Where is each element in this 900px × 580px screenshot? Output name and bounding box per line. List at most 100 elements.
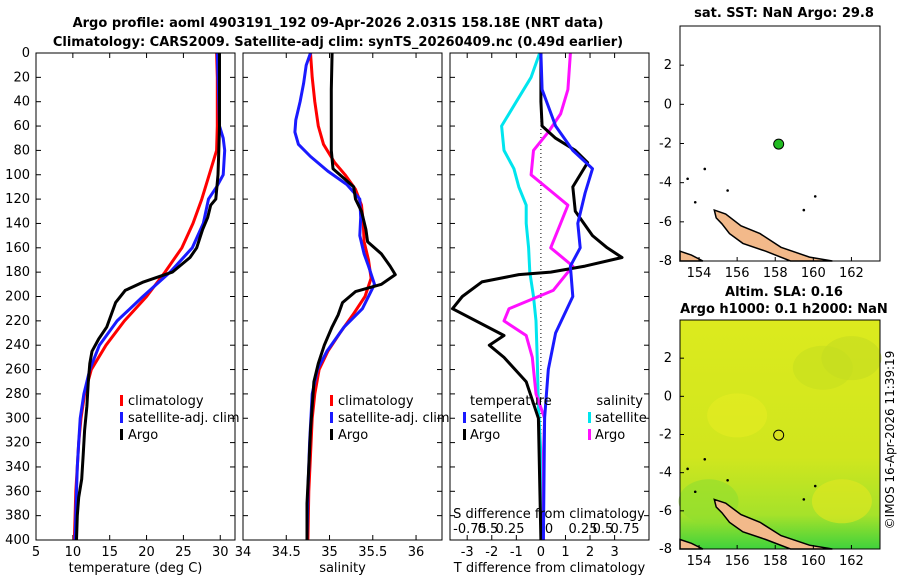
temperature-legend: climatology satellite-adj. clim Argo (120, 394, 240, 443)
x-tick-label: 35.5 (358, 545, 387, 560)
s-tick-label: -0.75 (453, 522, 487, 537)
map-x-tick-label: 162 (839, 266, 864, 281)
y-tick-label: 260 (5, 363, 30, 378)
x-tick-label: 34 (235, 545, 252, 560)
map-y-tick-label: -8 (659, 254, 672, 269)
x-tick-label: 10 (65, 545, 82, 560)
legend-swatch-t-argo (463, 429, 466, 440)
x-axis-label: salinity (319, 561, 366, 576)
s-tick-label: 0.25 (569, 522, 598, 537)
map-x-tick-label: 162 (839, 554, 864, 569)
legend-title-temperature: temperature (470, 394, 552, 409)
small-island (686, 177, 689, 181)
s-tick-label: 0.25 (496, 522, 525, 537)
series-s_sat_diff (502, 52, 575, 540)
legend-swatch-climatology (120, 395, 123, 406)
legend-swatch-s-argo (588, 429, 591, 440)
sst-map: 154 156 158 160 162 -8 -6 -4 -2 0 2 (659, 25, 881, 281)
legend-label-t-satellite: satellite (470, 411, 522, 426)
y-tick-label: 160 (5, 241, 30, 256)
small-island (813, 195, 817, 198)
map-y-tick-label: 0 (664, 97, 672, 112)
legend-label-climatology: climatology (338, 394, 414, 409)
header-line1: Argo profile: aoml 4903191_192 09-Apr-20… (73, 16, 604, 31)
map-y-tick-label: 2 (664, 58, 672, 73)
x-axis-label: T difference from climatology (453, 561, 646, 576)
x-tick-label: 35 (321, 545, 338, 560)
s-tick-label: 0 (545, 522, 553, 537)
y-tick-label: 180 (5, 265, 30, 280)
series-argo (305, 52, 397, 540)
sst-map-title: sat. SST: NaN Argo: 29.8 (694, 6, 874, 21)
legend-label-t-argo: Argo (470, 428, 500, 443)
sla-map-title-line1: Altim. SLA: 0.16 (725, 285, 843, 300)
legend-swatch-argo (120, 429, 123, 440)
sla-patch (707, 393, 768, 438)
small-island (726, 479, 729, 482)
x-tick-label: 2 (586, 545, 594, 560)
small-island (693, 200, 697, 204)
x-tick-label: -1 (510, 545, 523, 560)
legend-swatch-t-satellite (463, 412, 466, 423)
argo-marker (773, 138, 785, 150)
y-tick-label: 40 (13, 95, 30, 110)
series-climatology (72, 52, 219, 541)
map-y-tick-label: -2 (659, 137, 672, 152)
small-island (813, 484, 817, 488)
legend-swatch-s-satellite (588, 412, 591, 423)
y-tick-label: 300 (5, 411, 30, 426)
s-tick-label: 0.75 (611, 522, 640, 537)
temperature-panel: 0 20 40 60 80 100 120 140 160 180 200 220 240 260 280 3… (5, 46, 236, 576)
legend-label-s-satellite: satellite (595, 411, 647, 426)
y-tick-label: 80 (13, 143, 30, 158)
x-tick-label: 30 (212, 545, 229, 560)
sla-map-title-line2: Argo h1000: 0.1 h2000: NaN (680, 302, 888, 317)
map-y-tick-label: -2 (659, 428, 672, 443)
legend-swatch-argo (330, 429, 333, 440)
x-tick-label: 1 (561, 545, 569, 560)
series-satellite (293, 52, 376, 541)
x-tick-label: -3 (461, 545, 474, 560)
x-tick-label: 25 (175, 545, 192, 560)
small-island (726, 189, 729, 192)
plot-frame (449, 52, 650, 541)
sla-patch (811, 479, 872, 524)
legend-label-s-argo: Argo (595, 428, 625, 443)
y-tick-label: 120 (5, 192, 30, 207)
series-argo (75, 53, 221, 541)
y-tick-label: 60 (13, 119, 30, 134)
x-tick-label: 34.5 (272, 545, 301, 560)
series-satellite (539, 52, 594, 541)
y-tick-label: 280 (5, 387, 30, 402)
plot-frame (242, 52, 443, 541)
map-y-tick-label: -8 (659, 542, 672, 557)
small-island (802, 498, 806, 501)
map-x-tick-label: 156 (725, 266, 750, 281)
salinity-legend: climatology satellite-adj. clim Argo (330, 394, 450, 443)
x-tick-label: 36 (408, 545, 425, 560)
series-satellite (73, 52, 227, 541)
x-tick-label: 20 (138, 545, 155, 560)
legend-swatch-climatology (330, 395, 333, 406)
map-x-tick-label: 160 (801, 554, 826, 569)
map-y-tick-label: -4 (659, 176, 672, 191)
y-tick-label: 0 (22, 46, 30, 61)
map-y-tick-label: 2 (664, 351, 672, 366)
small-island (802, 208, 806, 212)
map-y-tick-label: 0 (664, 389, 672, 404)
small-island (693, 490, 697, 494)
plot-frame (35, 52, 236, 541)
legend-label-argo: Argo (338, 428, 368, 443)
legend-swatch-satellite (330, 412, 333, 423)
difference-panel: -3 -2 -1 0 1 2 3T difference from climatology (449, 52, 650, 576)
y-tick-label: 200 (5, 290, 30, 305)
x-tick-label: 5 (32, 545, 40, 560)
map-x-tick-label: 158 (763, 266, 788, 281)
map-x-tick-label: 154 (687, 266, 712, 281)
x-tick-label: -2 (485, 545, 498, 560)
land-island (713, 208, 833, 262)
y-tick-label: 360 (5, 484, 30, 499)
watermark: ©IMOS 16-Apr-2026 11:39:19 (883, 351, 897, 530)
y-tick-label: 380 (5, 509, 30, 524)
